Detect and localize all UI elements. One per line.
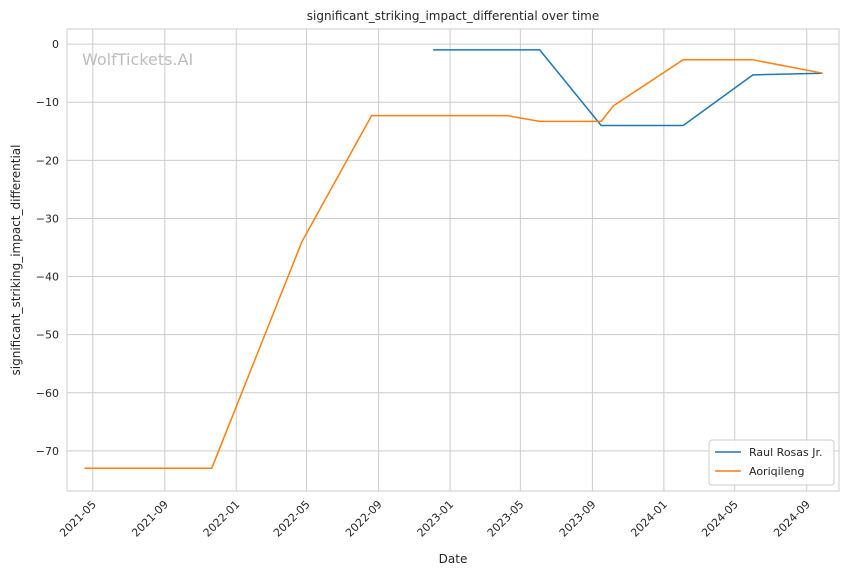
series-lines <box>84 49 823 470</box>
legend-entry: Raul Rosas Jr. <box>749 446 823 459</box>
x-tick-label: 2024-01 <box>628 498 670 540</box>
y-tick-label: −50 <box>36 329 59 342</box>
plot-frame <box>66 28 840 492</box>
series-line-1 <box>433 49 823 127</box>
y-axis-title: significant_striking_impact_differential <box>9 145 23 376</box>
x-tick-label: 2021-05 <box>57 498 99 540</box>
legend-entry: Aoriqileng <box>749 465 804 478</box>
y-tick-label: −70 <box>36 445 59 458</box>
x-tick-label: 2023-01 <box>414 498 456 540</box>
chart-title: significant_striking_impact_differential… <box>307 9 599 23</box>
x-gridlines <box>92 29 808 491</box>
x-tick-label: 2024-09 <box>771 498 813 540</box>
y-tick-label: 0 <box>52 38 59 51</box>
x-tick-label: 2022-09 <box>343 498 385 540</box>
x-tick-label: 2023-09 <box>557 498 599 540</box>
y-gridlines <box>67 43 839 452</box>
x-tick-label: 2023-05 <box>485 498 527 540</box>
x-tick-label: 2024-05 <box>699 498 741 540</box>
watermark: WolfTickets.AI <box>82 50 193 69</box>
x-tick-label: 2021-09 <box>129 498 171 540</box>
y-tick-labels: 0 −10 −20 −30 −40 −50 −60 −70 <box>36 38 59 458</box>
y-tick-label: −10 <box>36 96 59 109</box>
x-tick-labels: 2021-05 2021-09 2022-01 2022-05 2022-09 2023-… <box>57 498 813 540</box>
y-tick-label: −60 <box>36 387 59 400</box>
y-tick-label: −20 <box>36 154 59 167</box>
x-tick-label: 2022-05 <box>271 498 313 540</box>
x-tick-label: 2022-01 <box>201 498 243 540</box>
x-axis-title: Date <box>439 552 468 566</box>
y-tick-label: −30 <box>36 212 59 225</box>
series-line-2 <box>84 59 823 470</box>
legend: Raul Rosas Jr. Aoriqileng <box>708 439 835 486</box>
y-tick-label: −40 <box>36 271 59 284</box>
